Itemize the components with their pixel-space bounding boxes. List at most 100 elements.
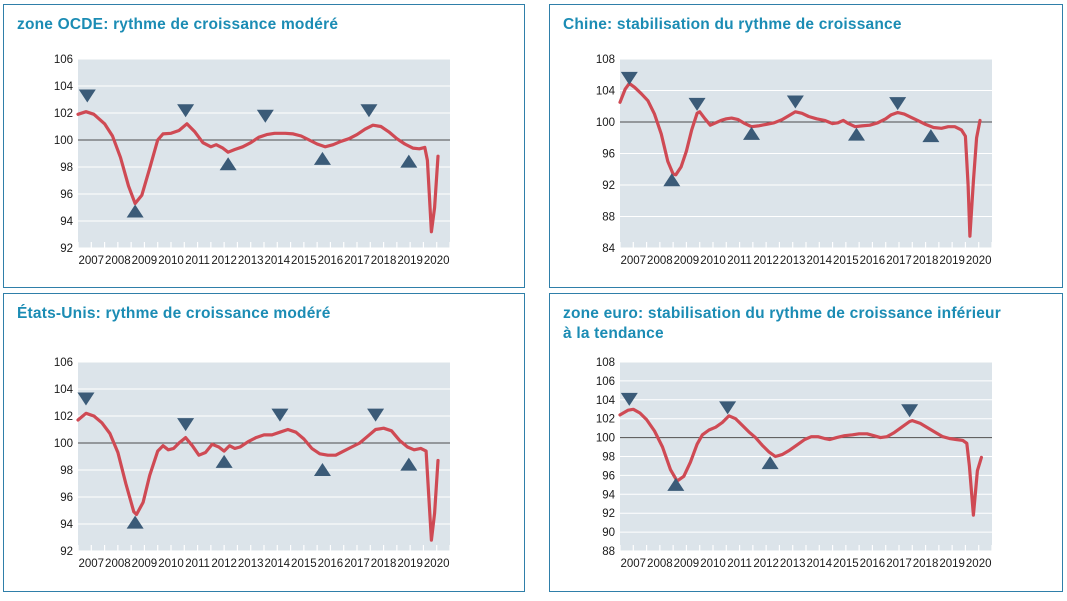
x-tick-label: 2019: [397, 558, 423, 570]
y-tick-label: 92: [60, 546, 73, 558]
x-tick-label: 2018: [371, 558, 397, 570]
x-tick-label: 2015: [833, 558, 859, 570]
y-tick-label: 98: [60, 465, 73, 477]
panel-title-etats-unis: États-Unis: rythme de croissance modéré: [17, 305, 331, 322]
panel-title-chine: Chine: stabilisation du rythme de croiss…: [563, 16, 902, 33]
cli-line: [618, 407, 983, 517]
peak-marker: [620, 392, 638, 406]
peak-marker: [360, 104, 378, 118]
x-tick-label: 2018: [371, 255, 397, 267]
trough-marker: [313, 463, 331, 476]
peak-marker: [688, 97, 706, 111]
y-tick-label: 96: [602, 149, 615, 161]
x-tick-label: 2015: [833, 255, 859, 267]
x-tick-label: 2008: [105, 558, 131, 570]
panel-zone-ocde: zone OCDE: rythme de croissance modéré 9…: [3, 4, 525, 288]
x-tick-label: 2008: [647, 255, 673, 267]
x-tick-label: 2009: [674, 558, 700, 570]
x-tick-label: 2020: [966, 255, 992, 267]
trough-marker: [922, 129, 940, 143]
trough-marker: [847, 127, 865, 141]
y-tick-label: 102: [54, 108, 73, 120]
y-tick-label: 106: [596, 376, 615, 388]
x-tick-label: 2007: [78, 255, 104, 267]
y-tick-label: 104: [596, 86, 616, 98]
x-tick-label: 2020: [424, 255, 450, 267]
panel-title-zone-euro: zone euro: stabilisation du rythme de cr…: [563, 305, 1001, 343]
x-tick-label: 2016: [860, 558, 886, 570]
peak-marker: [77, 392, 95, 406]
y-tick-label: 90: [602, 527, 615, 539]
trough-marker: [215, 454, 233, 468]
x-tick-label: 2011: [185, 558, 210, 570]
x-tick-label: 2008: [105, 255, 131, 267]
x-tick-label: 2015: [291, 255, 317, 267]
x-tick-label: 2011: [185, 255, 210, 267]
trough-marker: [313, 151, 331, 165]
zone-ocde-chart: 92 94 96 98 100 102 104 106 2007 2008 2009 2010 2011…: [54, 54, 451, 267]
trough-marker: [126, 204, 144, 218]
cli-line: [618, 81, 982, 238]
peak-marker: [78, 89, 96, 103]
y-tick-label: 92: [60, 243, 73, 255]
x-tick-label: 2012: [753, 255, 779, 267]
y-tick-label: 102: [596, 414, 615, 426]
x-tick-label: 2016: [318, 255, 344, 267]
x-tick-label: 2012: [753, 558, 779, 570]
x-tick-label: 2014: [806, 558, 832, 570]
x-tick-label: 2017: [344, 558, 370, 570]
x-tick-label: 2014: [806, 255, 832, 267]
x-tick-label: 2009: [674, 255, 700, 267]
trough-marker: [667, 477, 685, 491]
x-tick-label: 2018: [913, 558, 939, 570]
y-tick-label: 102: [54, 411, 73, 423]
x-tick-label: 2016: [318, 558, 344, 570]
x-tick-label: 2008: [647, 558, 673, 570]
trough-marker: [761, 456, 779, 470]
x-tick-label: 2009: [132, 558, 158, 570]
x-tick-label: 2007: [78, 558, 104, 570]
peak-marker: [367, 408, 385, 422]
x-tick-label: 2020: [966, 558, 992, 570]
y-tick-label: 100: [596, 117, 615, 129]
panel-etats-unis: États-Unis: rythme de croissance modéré …: [3, 293, 525, 592]
y-tick-label: 94: [60, 519, 73, 531]
y-tick-label: 106: [54, 357, 73, 369]
y-tick-label: 96: [60, 189, 73, 201]
x-tick-label: 2011: [727, 558, 752, 570]
x-tick-label: 2017: [344, 255, 370, 267]
y-tick-label: 108: [596, 54, 615, 66]
panel-title-zone-ocde: zone OCDE: rythme de croissance modéré: [17, 16, 339, 33]
peak-marker: [786, 95, 804, 109]
y-tick-label: 94: [602, 489, 615, 501]
peak-marker: [177, 104, 195, 118]
peak-marker: [901, 404, 919, 418]
plot-area: [78, 59, 450, 248]
x-tick-label: 2010: [158, 255, 184, 267]
x-tick-label: 2019: [939, 255, 965, 267]
y-tick-label: 108: [596, 357, 615, 369]
y-tick-label: 100: [596, 433, 615, 445]
panel-chine: Chine: stabilisation du rythme de croiss…: [549, 4, 1063, 288]
x-tick-label: 2013: [238, 558, 264, 570]
y-tick-label: 104: [54, 81, 74, 93]
x-tick-label: 2019: [939, 558, 965, 570]
trough-marker: [126, 515, 144, 529]
x-tick-label: 2012: [211, 255, 237, 267]
x-tick-label: 2007: [620, 558, 646, 570]
y-tick-label: 92: [602, 508, 615, 520]
x-tick-label: 2017: [886, 255, 912, 267]
y-tick-label: 104: [54, 384, 74, 396]
y-tick-label: 96: [60, 492, 73, 504]
peak-marker: [889, 97, 907, 111]
y-tick-label: 104: [596, 395, 616, 407]
x-tick-label: 2016: [860, 255, 886, 267]
x-tick-label: 2014: [264, 558, 290, 570]
plot-area: [78, 362, 450, 551]
trough-marker: [400, 457, 418, 471]
x-tick-label: 2017: [886, 558, 912, 570]
y-tick-label: 88: [602, 212, 615, 224]
